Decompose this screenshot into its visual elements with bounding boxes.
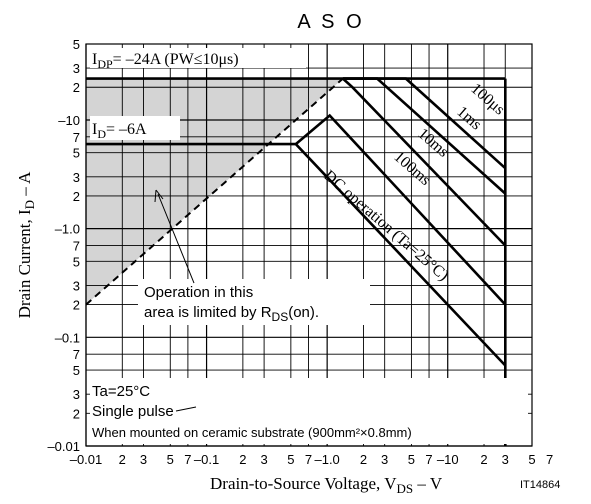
note-line-2: area is limited by RDS(on). [144,304,319,324]
pulse-label: Single pulse [92,403,174,420]
x-tick-label-1: 2 [119,452,126,467]
chart-title: A S O [297,11,364,33]
y-tick-label-1: 2 [73,406,80,421]
x-tick-label-8: 5 [287,452,294,467]
x-tick-label-16: 2 [480,452,487,467]
x-tick-label-14: 7 [425,452,432,467]
x-tick-label-3: 5 [167,452,174,467]
x-tick-label-4: 7 [184,452,191,467]
y-axis-label: Drain Current, ID – A [15,171,37,319]
x-ticks: –0.01 2 3 5 7 –0.1 2 3 5 7 –1.0 2 3 5 7 –10 2 3 5 7 [70,452,554,467]
figure-code: IT14864 [520,479,560,491]
x-axis-label: Drain-to-Source Voltage, VDS – V [210,474,443,496]
label-1ms: 1ms [453,103,484,133]
x-tick-label-0: –0.01 [70,452,103,467]
x-tick-label-6: 2 [239,452,246,467]
x-tick-label-11: 2 [360,452,367,467]
idp-label-bg [90,48,306,68]
x-tick-label-17: 3 [502,452,509,467]
conditions-bg [90,378,528,444]
mount-label: When mounted on ceramic substrate (900mm… [92,425,412,440]
pulse-leader [175,406,197,412]
note-bg [138,279,370,325]
y-tick-label-16: 2 [73,80,80,95]
x-tick-label-13: 5 [408,452,415,467]
x-tick-label-19: 7 [546,452,553,467]
series-line-4 [86,142,507,367]
x-tick-label-12: 3 [381,452,388,467]
series-line-3 [294,113,507,306]
note-arrow [157,193,195,284]
y-tick-label-10: –1.0 [55,222,80,237]
x-tick-label-9: 7 [305,452,312,467]
idp-label: IDP= –24A (PW≤10μs) [92,51,239,71]
y-tick-label-14: 7 [73,130,80,145]
series-line-5 [85,77,344,306]
y-tick-label-2: 3 [73,387,80,402]
y-tick-label-12: 3 [73,170,80,185]
id-label: ID= –6A [92,121,147,141]
soa-curves [85,77,507,446]
y-tick-label-4: 7 [73,347,80,362]
y-tick-label-18: 5 [73,37,80,52]
y-tick-label-3: 5 [73,363,80,378]
note-arrowhead [154,189,164,203]
y-tick-label-9: 7 [73,238,80,253]
y-tick-label-6: 2 [73,298,80,313]
y-tick-label-11: 2 [73,189,80,204]
y-tick-label-0: –0.01 [47,439,80,454]
x-tick-label-18: 5 [528,452,535,467]
y-tick-label-17: 3 [73,61,80,76]
y-tick-label-7: 3 [73,278,80,293]
y-tick-label-15: –10 [58,113,80,128]
x-tick-label-10: –1.0 [314,452,339,467]
x-tick-label-15: –10 [437,452,459,467]
plot-frame [85,43,533,447]
y-tick-label-13: 5 [73,146,80,161]
x-tick-label-2: 3 [140,452,147,467]
note-line-1: Operation in this [144,284,253,301]
ta-label: Ta=25°C [92,383,150,400]
x-tick-label-5: –0.1 [194,452,219,467]
x-tick-label-7: 3 [260,452,267,467]
label-100ms: 100ms [390,148,433,189]
id-label-bg [90,116,180,140]
series-line-2 [342,77,507,247]
y-tick-label-8: 5 [73,254,80,269]
y-tick-label-5: –0.1 [55,330,80,345]
